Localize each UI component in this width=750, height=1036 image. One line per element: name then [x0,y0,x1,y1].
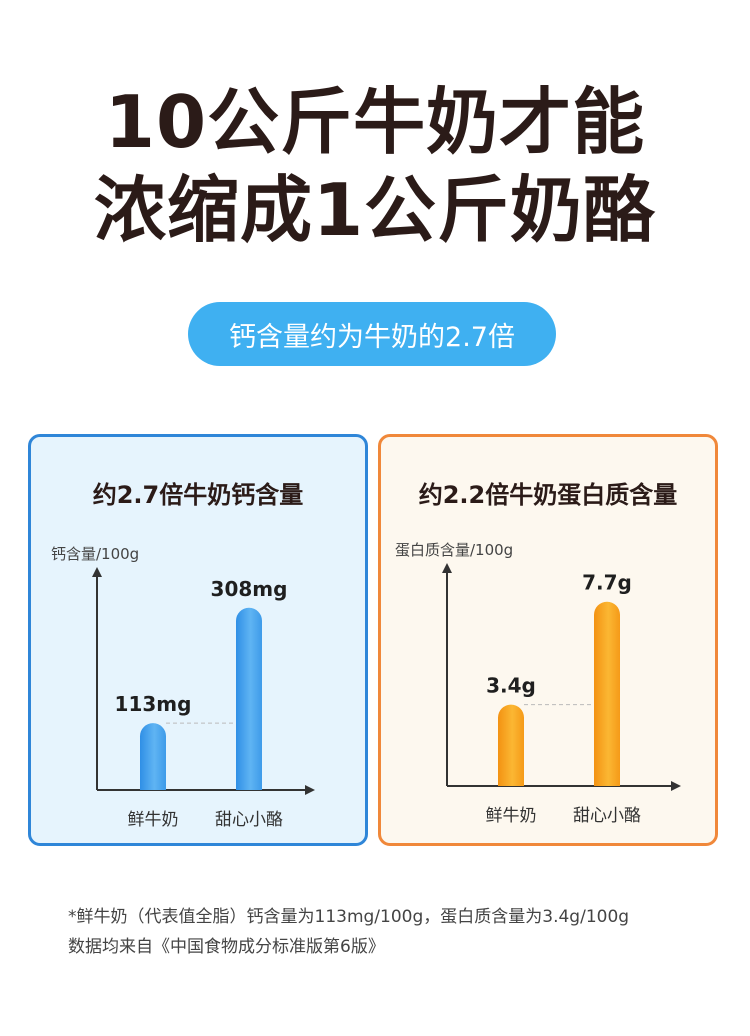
bar-value-label: 3.4g [486,674,536,698]
calcium-chart-title: 约2.7倍牛奶钙含量 [92,481,304,509]
bar-base-fresh-milk [498,773,524,786]
bar-cheese [594,601,620,786]
category-label: 鲜牛奶 [128,810,179,830]
footnote: *鲜牛奶（代表值全脂）钙含量为113mg/100g，蛋白质含量为3.4g/100… [68,902,728,962]
calcium-ratio-pill: 钙含量约为牛奶的2.7倍 [188,302,556,366]
category-label: 鲜牛奶 [486,806,537,826]
bar-base-fresh-milk [140,777,166,790]
y-axis-arrow-icon [92,567,102,577]
calcium-chart-card: 约2.7倍牛奶钙含量 钙含量/100g 113mg 鲜牛奶 308mg 甜心小酪 [28,434,368,846]
bar-cheese [236,607,262,790]
y-axis-unit-label: 蛋白质含量/100g [395,541,513,559]
bar-value-label: 7.7g [582,571,632,595]
bar-value-label: 113mg [115,692,192,716]
y-axis-arrow-icon [442,563,452,573]
headline-line-2: 浓缩成1公斤奶酪 [93,168,657,252]
protein-chart-title: 约2.2倍牛奶蛋白质含量 [418,481,678,509]
x-axis-arrow-icon [305,785,315,795]
calcium-bar-chart: 钙含量/100g 113mg 鲜牛奶 308mg 甜心小酪 [51,545,315,830]
bar-fresh-milk [498,704,524,786]
headline-line-1: 10公斤牛奶才能 [104,80,646,164]
protein-bar-chart: 蛋白质含量/100g 3.4g 鲜牛奶 7.7g 甜心小酪 [395,541,681,826]
headline: 10公斤牛奶才能 浓缩成1公斤奶酪 [0,78,750,254]
bar-base-cheese [594,773,620,786]
bar-value-label: 308mg [211,577,288,601]
x-axis-arrow-icon [671,781,681,791]
y-axis-unit-label: 钙含量/100g [51,545,139,563]
protein-chart-card: 约2.2倍牛奶蛋白质含量 蛋白质含量/100g 3.4g 鲜牛奶 7.7g 甜心小酪 [378,434,718,846]
category-label: 甜心小酪 [573,806,641,826]
bar-base-cheese [236,777,262,790]
bar-fresh-milk [140,723,166,790]
footnote-line-1: *鲜牛奶（代表值全脂）钙含量为113mg/100g，蛋白质含量为3.4g/100… [68,907,630,927]
footnote-line-2: 数据均来自《中国食物成分标准版第6版》 [68,937,385,957]
category-label: 甜心小酪 [215,810,283,830]
